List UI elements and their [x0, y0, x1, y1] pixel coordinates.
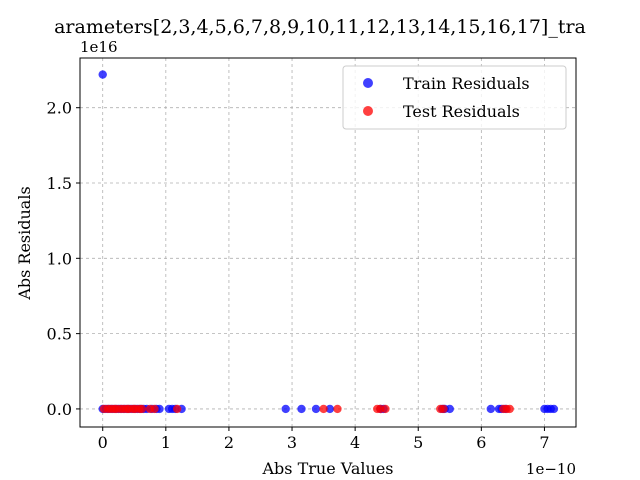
y-tick-label: 2.0	[47, 99, 72, 118]
data-point	[445, 404, 454, 414]
data-point	[98, 70, 107, 79]
data-point	[297, 404, 306, 414]
x-tick-label: 2	[224, 433, 234, 452]
series-layer	[98, 70, 559, 414]
series-test	[99, 404, 514, 414]
x-axis-ticks: 0 1 2 3 4 5 6 7	[98, 427, 550, 452]
legend-marker-test	[363, 106, 373, 116]
x-axis-offset-label: 1e−10	[526, 460, 576, 478]
data-point	[505, 404, 514, 414]
data-point	[439, 404, 448, 414]
x-tick-label: 3	[287, 433, 297, 452]
x-tick-label: 6	[476, 433, 486, 452]
y-axis-ticks: 0.0 0.5 1.0 1.5 2.0	[47, 99, 80, 419]
x-tick-label: 5	[413, 433, 423, 452]
y-tick-label: 1.5	[47, 174, 72, 193]
x-tick-label: 7	[539, 433, 549, 452]
legend-label-test: Test Residuals	[403, 102, 520, 121]
data-point	[486, 404, 496, 414]
y-axis-label: Abs Residuals	[15, 186, 34, 300]
chart-title: arameters[2,3,4,5,6,7,8,9,10,11,12,13,14…	[54, 16, 586, 38]
data-point	[325, 404, 335, 414]
y-tick-label: 0.5	[47, 325, 72, 344]
y-axis-offset-label: 1e16	[80, 38, 118, 56]
x-tick-label: 1	[161, 433, 171, 452]
data-point	[549, 404, 559, 414]
legend: Train Residuals Test Residuals	[342, 65, 567, 130]
data-point	[137, 404, 147, 414]
y-tick-label: 0.0	[47, 400, 72, 419]
x-tick-label: 4	[350, 433, 360, 452]
data-point	[150, 404, 159, 414]
plot-frame	[79, 57, 577, 428]
data-point	[333, 404, 342, 414]
legend-label-train: Train Residuals	[403, 74, 530, 93]
data-point	[281, 404, 290, 414]
legend-marker-train	[363, 78, 373, 88]
y-tick-label: 1.0	[47, 249, 72, 268]
legend-box	[342, 65, 567, 130]
data-point	[319, 404, 328, 414]
data-point	[311, 404, 321, 414]
x-tick-label: 0	[98, 433, 108, 452]
data-point	[381, 404, 390, 414]
x-axis-label: Abs True Values	[262, 459, 394, 478]
data-point	[172, 404, 182, 414]
